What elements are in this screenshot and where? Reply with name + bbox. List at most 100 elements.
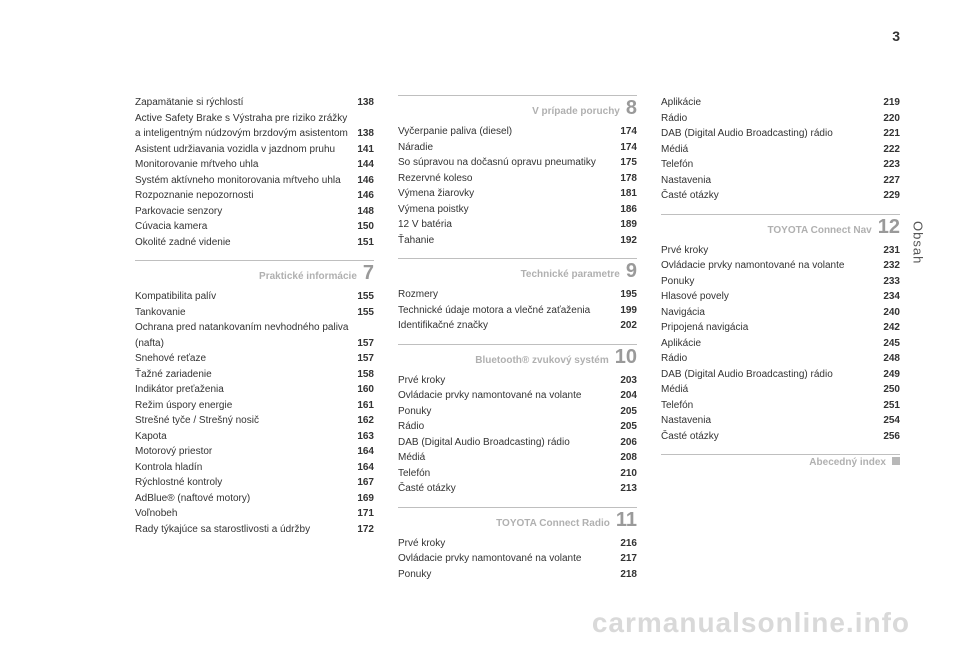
toc-entry-label: Indikátor preťaženia [135,382,357,398]
toc-entry-page: 186 [620,202,637,218]
toc-entry: Rady týkajúce sa starostlivosti a údržby… [135,522,374,538]
toc-entry: Active Safety Brake s Výstraha pre rizik… [135,111,374,142]
toc-entry: Rozmery195 [398,287,637,303]
toc-entry-label: Kontrola hladín [135,460,357,476]
toc-entry: Rádio205 [398,419,637,435]
toc-entry-label: Strešné tyče / Strešný nosič [135,413,357,429]
toc-entry: Ťažné zariadenie158 [135,367,374,383]
toc-entry-label: Vyčerpanie paliva (diesel) [398,124,620,140]
toc-entry-page: 203 [620,373,637,389]
toc-entry-label: Výmena žiarovky [398,186,620,202]
toc-entry-label: Rezervné koleso [398,171,620,187]
toc-entry-page: 161 [357,398,374,414]
toc-entry-page: 251 [883,398,900,414]
section-number: 8 [626,98,637,118]
section-title: Bluetooth® zvukový systém [475,355,609,366]
toc-entry-label: Telefón [661,398,883,414]
section-heading: TOYOTA Connect Radio11 [398,507,637,530]
toc-entry-label: Pripojená navigácia [661,320,883,336]
toc-entry: Rýchlostné kontroly167 [135,475,374,491]
toc-entry-label: Okolité zadné videnie [135,235,357,251]
toc-entry-page: 174 [620,140,637,156]
toc-entry: Výmena poistky186 [398,202,637,218]
toc-entry: Tankovanie155 [135,305,374,321]
section-title: TOYOTA Connect Radio [496,518,610,529]
toc-entry-page: 199 [620,303,637,319]
toc-entry: Identifikačné značky202 [398,318,637,334]
toc-entry-label: Cúvacia kamera [135,219,357,235]
toc-entry-label: DAB (Digital Audio Broadcasting) rádio [398,435,620,451]
toc-entry: Aplikácie219 [661,95,900,111]
toc-entry-page: 148 [357,204,374,220]
toc-entry: Kontrola hladín164 [135,460,374,476]
toc-entry-label: Ponuky [661,274,883,290]
toc-entry-label: Režim úspory energie [135,398,357,414]
toc-entry-label: Telefón [661,157,883,173]
toc-entry-page: 169 [357,491,374,507]
toc-entry-label: Nastavenia [661,173,883,189]
toc-entry: Nastavenia254 [661,413,900,429]
toc-entry-page: 141 [357,142,374,158]
toc-entry-label: Kompatibilita palív [135,289,357,305]
toc-entry: Prvé kroky203 [398,373,637,389]
toc-entry-page: 250 [883,382,900,398]
toc-entry-label: Rádio [661,111,883,127]
toc-entry-page: 202 [620,318,637,334]
section-title: Praktické informácie [259,271,357,282]
toc-entry-page: 155 [357,305,374,321]
toc-entry: Aplikácie245 [661,336,900,352]
toc-entry-page: 164 [357,444,374,460]
toc-entry-page: 208 [620,450,637,466]
section-heading: V prípade poruchy8 [398,95,637,118]
toc-entry-page: 222 [883,142,900,158]
toc-entry-label: Snehové reťaze [135,351,357,367]
toc-entry: Okolité zadné videnie151 [135,235,374,251]
toc-entry: Ponuky233 [661,274,900,290]
toc-entry: Ovládacie prvky namontované na volante23… [661,258,900,274]
toc-entry: Kapota163 [135,429,374,445]
toc-entry: Motorový priestor164 [135,444,374,460]
toc-entry-label: Ovládacie prvky namontované na volante [398,551,620,567]
toc-entry: Systém aktívneho monitorovania mŕtveho u… [135,173,374,189]
toc-entry-label: Tankovanie [135,305,357,321]
toc-entry-label: Médiá [661,142,883,158]
toc-entry: 12 V batéria189 [398,217,637,233]
toc-entry-page: 181 [620,186,637,202]
toc-entry: Ponuky205 [398,404,637,420]
toc-entry: Prvé kroky216 [398,536,637,552]
toc-entry-page: 233 [883,274,900,290]
toc-entry: Ochrana pred natankovaním nevhodného pal… [135,320,374,351]
toc-entry-page: 195 [620,287,637,303]
toc-entry-page: 150 [357,219,374,235]
toc-entry-page: 158 [357,367,374,383]
toc-entry-label: Kapota [135,429,357,445]
toc-entry-page: 205 [620,404,637,420]
section-square-icon [892,457,900,465]
toc-entry-label: Aplikácie [661,336,883,352]
toc-entry-page: 204 [620,388,637,404]
toc-entry-label: Ovládacie prvky namontované na volante [661,258,883,274]
toc-entry: Voľnobeh171 [135,506,374,522]
toc-entry: Telefón210 [398,466,637,482]
toc-entry-label: AdBlue® (naftové motory) [135,491,357,507]
toc-entry-label: Médiá [661,382,883,398]
toc-entry-page: 227 [883,173,900,189]
section-title: TOYOTA Connect Nav [767,225,871,236]
toc-entry-label: Asistent udržiavania vozidla v jazdnom p… [135,142,357,158]
toc-entry-page: 157 [357,336,374,352]
toc-entry-page: 167 [357,475,374,491]
toc-entry-page: 164 [357,460,374,476]
section-heading: Abecedný index [661,454,900,468]
toc-entry-label: Ochrana pred natankovaním nevhodného pal… [135,320,357,351]
toc-entry-page: 242 [883,320,900,336]
toc-entry-page: 210 [620,466,637,482]
toc-entry-label: Časté otázky [661,429,883,445]
toc-entry: Cúvacia kamera150 [135,219,374,235]
toc-entry-label: Ovládacie prvky namontované na volante [398,388,620,404]
toc-entry-label: Ponuky [398,567,620,583]
toc-entry-page: 234 [883,289,900,305]
toc-entry-page: 160 [357,382,374,398]
toc-entry-label: Parkovacie senzory [135,204,357,220]
toc-entry: Pripojená navigácia242 [661,320,900,336]
toc-entry-label: Rádio [398,419,620,435]
